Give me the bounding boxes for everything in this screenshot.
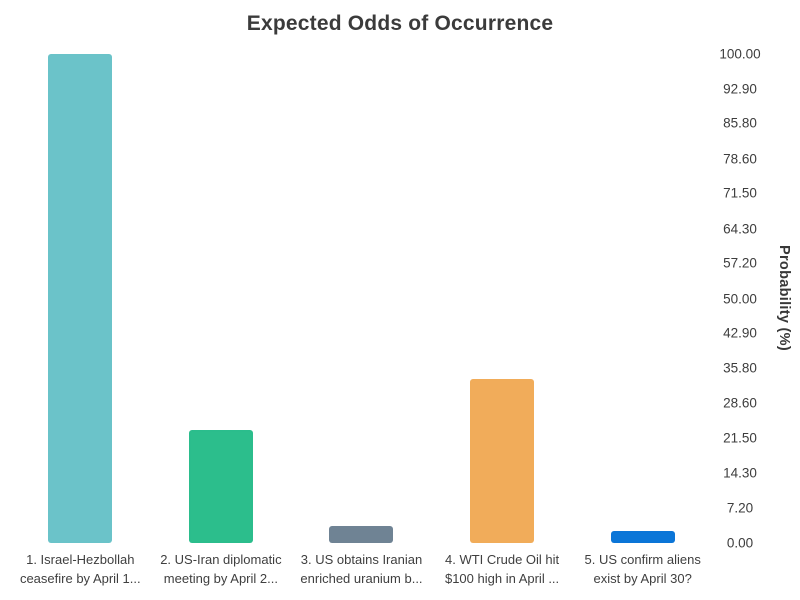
x-category-line: 3. US obtains Iranian — [300, 552, 423, 567]
bar-5 — [610, 531, 675, 543]
bar-slot-3: 3. US obtains Iranian enriched uranium b.… — [291, 54, 432, 586]
x-category-line: $100 high in April ... — [444, 571, 560, 586]
x-category-line: 5. US confirm aliens — [584, 552, 701, 567]
y-tick-label: 92.90 — [723, 81, 757, 97]
bar-2 — [188, 430, 253, 543]
y-tick-label: 42.90 — [723, 325, 757, 341]
y-tick-label: 7.20 — [726, 500, 754, 516]
x-category-line: exist by April 30? — [593, 571, 692, 586]
x-category-label-2: 2. US-Iran diplomatic meeting by April 2.… — [139, 550, 303, 588]
y-axis: 100.00 92.90 85.80 78.60 71.50 64.30 57.20 50.0… — [710, 47, 770, 551]
bar-4 — [470, 378, 535, 543]
bar-slot-4: 4. WTI Crude Oil hit $100 high in April .… — [432, 54, 573, 586]
x-category-label-3: 3. US obtains Iranian enriched uranium b.… — [279, 550, 443, 588]
y-tick-label: 64.30 — [723, 221, 757, 237]
y-tick-label: 57.20 — [723, 255, 757, 271]
y-tick-label: 35.80 — [723, 360, 757, 376]
bar-slot-1: 1. Israel-Hezbollah ceasefire by April 1.… — [10, 54, 151, 586]
bar-3 — [329, 525, 394, 543]
y-tick-label: 21.50 — [723, 430, 757, 446]
y-tick-label: 100.00 — [719, 46, 761, 62]
y-tick-label: 85.80 — [723, 115, 757, 131]
y-tick-label: 14.30 — [723, 465, 757, 481]
chart-title: Expected Odds of Occurrence — [246, 12, 554, 35]
bar-slot-5: 5. US confirm aliens exist by April 30? — [572, 54, 713, 586]
x-category-line: 4. WTI Crude Oil hit — [445, 552, 560, 567]
bar-1 — [48, 54, 113, 543]
y-tick-label: 0.00 — [726, 535, 754, 551]
y-tick-label: 78.60 — [723, 151, 757, 167]
x-category-label-5: 5. US confirm aliens exist by April 30? — [561, 550, 725, 588]
y-tick-label: 71.50 — [723, 185, 757, 201]
y-axis-title: Probability (%) — [776, 245, 792, 352]
x-category-line: 2. US-Iran diplomatic — [160, 552, 282, 567]
x-category-line: meeting by April 2... — [163, 571, 278, 586]
y-tick-label: 28.60 — [723, 395, 757, 411]
x-category-line: enriched uranium b... — [300, 571, 423, 586]
x-category-label-1: 1. Israel-Hezbollah ceasefire by April 1.… — [0, 550, 162, 588]
plot-area: 1. Israel-Hezbollah ceasefire by April 1.… — [10, 54, 713, 586]
bar-slot-2: 2. US-Iran diplomatic meeting by April 2.… — [151, 54, 292, 586]
y-tick-label: 50.00 — [723, 291, 757, 306]
x-category-line: 1. Israel-Hezbollah — [26, 552, 135, 567]
x-category-line: ceasefire by April 1... — [19, 571, 141, 586]
x-category-label-4: 4. WTI Crude Oil hit $100 high in April .… — [420, 550, 584, 588]
